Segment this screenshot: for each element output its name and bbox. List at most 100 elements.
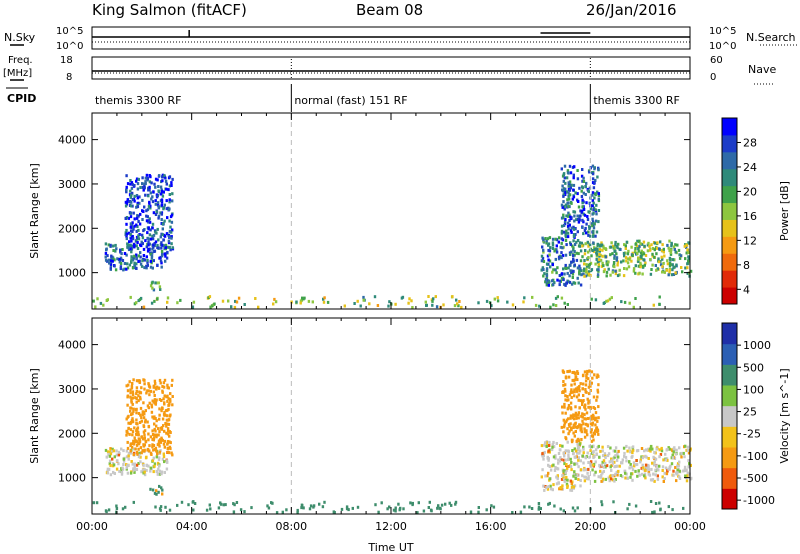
data-cell bbox=[668, 256, 672, 260]
data-cell bbox=[686, 271, 689, 275]
data-cell bbox=[154, 382, 157, 386]
data-cell bbox=[153, 401, 156, 405]
data-cell bbox=[621, 475, 624, 479]
data-cell bbox=[567, 280, 570, 284]
data-cell bbox=[657, 260, 661, 264]
data-cell bbox=[156, 201, 160, 205]
data-cell bbox=[626, 252, 630, 256]
data-cell bbox=[141, 176, 144, 180]
data-cell bbox=[558, 274, 561, 277]
data-cell bbox=[112, 244, 115, 248]
data-cell bbox=[578, 271, 581, 275]
data-cell bbox=[569, 241, 572, 245]
data-cell bbox=[592, 241, 595, 245]
data-cell bbox=[130, 386, 134, 390]
data-cell bbox=[644, 463, 648, 467]
data-cell bbox=[567, 370, 570, 373]
data-cell bbox=[598, 249, 601, 253]
data-cell bbox=[563, 462, 566, 466]
data-cell bbox=[571, 506, 575, 510]
data-cell bbox=[168, 235, 171, 239]
data-cell bbox=[572, 472, 576, 476]
data-cell bbox=[217, 506, 221, 510]
data-cell bbox=[596, 249, 599, 253]
data-cell bbox=[167, 429, 170, 433]
data-cell bbox=[157, 433, 160, 437]
data-cell bbox=[562, 430, 565, 434]
data-cell bbox=[442, 303, 445, 307]
data-cell bbox=[541, 452, 544, 456]
data-cell bbox=[612, 261, 616, 264]
data-cell bbox=[632, 269, 636, 273]
data-cell bbox=[125, 234, 128, 238]
data-cell bbox=[624, 455, 628, 459]
data-cell bbox=[437, 504, 440, 508]
data-cell bbox=[573, 243, 577, 246]
data-cell bbox=[544, 474, 547, 478]
data-cell bbox=[161, 390, 164, 394]
data-cell bbox=[577, 205, 581, 209]
data-cell bbox=[125, 232, 128, 236]
data-cell bbox=[564, 190, 567, 194]
data-cell bbox=[581, 201, 584, 205]
data-cell bbox=[583, 213, 587, 217]
data-cell bbox=[579, 399, 582, 403]
data-cell bbox=[139, 262, 143, 266]
data-cell bbox=[597, 259, 601, 263]
data-cell bbox=[120, 447, 123, 451]
data-cell bbox=[153, 299, 156, 303]
data-cell bbox=[146, 389, 149, 393]
data-cell bbox=[628, 446, 631, 450]
data-cell bbox=[168, 219, 171, 223]
data-cell bbox=[604, 456, 607, 459]
data-cell bbox=[576, 444, 580, 448]
data-cell bbox=[636, 251, 639, 255]
data-cell bbox=[152, 438, 155, 442]
data-cell bbox=[634, 463, 638, 467]
data-cell bbox=[132, 439, 135, 443]
data-cell bbox=[160, 198, 164, 202]
data-cell bbox=[602, 465, 606, 469]
data-cell bbox=[566, 231, 570, 235]
data-cell bbox=[649, 272, 653, 276]
data-cell bbox=[146, 236, 149, 240]
colorbar-swatch bbox=[722, 343, 737, 365]
data-cell bbox=[562, 187, 566, 191]
data-cell bbox=[607, 452, 611, 456]
data-cell bbox=[147, 186, 150, 190]
data-cell bbox=[561, 484, 564, 488]
data-cell bbox=[555, 250, 559, 254]
freq-trace bbox=[92, 56, 690, 80]
data-cell bbox=[300, 298, 304, 302]
data-cell bbox=[617, 469, 620, 473]
data-cell bbox=[686, 445, 690, 449]
data-cell bbox=[565, 214, 568, 218]
data-cell bbox=[139, 455, 142, 459]
data-cell bbox=[598, 254, 601, 258]
data-cell bbox=[546, 254, 550, 258]
data-cell bbox=[123, 262, 127, 265]
data-cell bbox=[162, 424, 165, 428]
data-cell bbox=[555, 466, 559, 470]
data-cell bbox=[675, 263, 678, 267]
data-cell bbox=[614, 240, 617, 244]
data-cell bbox=[547, 502, 550, 506]
data-cell bbox=[648, 244, 651, 248]
data-cell bbox=[131, 230, 134, 234]
data-cell bbox=[667, 467, 670, 471]
data-cell bbox=[590, 445, 593, 449]
data-cell bbox=[152, 448, 155, 452]
data-cell bbox=[159, 438, 162, 442]
data-cell bbox=[652, 303, 655, 307]
data-cell bbox=[587, 467, 590, 471]
data-cell bbox=[552, 445, 556, 449]
data-cell bbox=[165, 182, 168, 186]
data-cell bbox=[152, 288, 156, 292]
data-cell bbox=[651, 478, 655, 482]
data-cell bbox=[577, 281, 580, 285]
data-cell bbox=[573, 388, 576, 392]
data-cell bbox=[131, 393, 135, 397]
data-cell bbox=[496, 296, 499, 300]
data-cell bbox=[632, 448, 635, 452]
data-cell bbox=[583, 259, 586, 262]
